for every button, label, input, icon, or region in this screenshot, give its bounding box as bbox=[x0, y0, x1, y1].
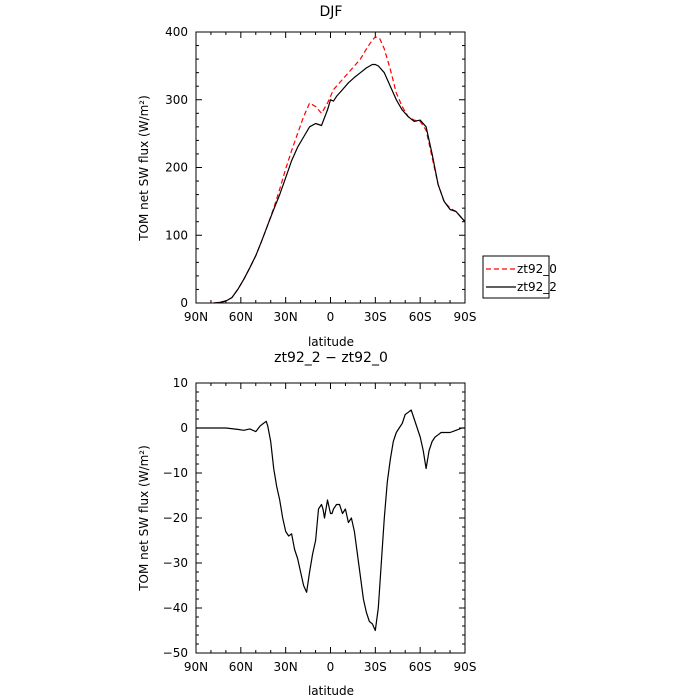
top-y-tick-label: 300 bbox=[165, 93, 188, 107]
top-x-tick-label: 0 bbox=[327, 310, 335, 324]
bottom-x-tick-label: 90N bbox=[184, 660, 208, 674]
bottom-series-lines bbox=[196, 409, 465, 632]
top-y-axis-label: TOM net SW flux (W/m²) bbox=[137, 95, 151, 242]
bottom-y-tick-label: −10 bbox=[163, 466, 188, 480]
top-x-axis-label: latitude bbox=[308, 335, 354, 349]
top-x-tick-label: 90S bbox=[454, 310, 477, 324]
bottom-y-axis-label: TOM net SW flux (W/m²) bbox=[137, 445, 151, 592]
bottom-x-tick-label: 90S bbox=[454, 660, 477, 674]
bottom-x-tick-label: 60S bbox=[409, 660, 432, 674]
djf-panel: DJF 90N 60N 30N 0 30S 60S 90S 0 100 200 300 400 TOM… bbox=[137, 4, 557, 349]
bottom-x-tick-label: 60N bbox=[229, 660, 253, 674]
top-x-tick-label: 30N bbox=[274, 310, 298, 324]
top-x-tick-label: 30S bbox=[364, 310, 387, 324]
top-y-tick-label: 100 bbox=[165, 228, 188, 242]
difference-panel: zt92_2 − zt92_0 90N 60N 30N 0 30S 60S 90S −50 −4… bbox=[137, 350, 476, 698]
bottom-plot-frame bbox=[195, 382, 466, 654]
legend: zt92_0 zt92_2 bbox=[482, 255, 557, 299]
bottom-y-tick-label: 0 bbox=[180, 421, 188, 435]
bottom-y-tick-label: 10 bbox=[173, 376, 188, 390]
top-x-tick-label: 60N bbox=[229, 310, 253, 324]
bottom-y-tick-label: −30 bbox=[163, 556, 188, 570]
bottom-y-tick-label: −20 bbox=[163, 511, 188, 525]
bottom-y-tick-label: −50 bbox=[163, 646, 188, 660]
top-plot-frame bbox=[195, 31, 466, 304]
bottom-chart-title: zt92_2 − zt92_0 bbox=[274, 350, 388, 366]
top-axes: 90N 60N 30N 0 30S 60S 90S 0 100 200 300 400 bbox=[165, 25, 476, 324]
legend-label-zt92-2: zt92_2 bbox=[517, 280, 557, 294]
bottom-x-axis-label: latitude bbox=[308, 684, 354, 698]
bottom-y-tick-label: −40 bbox=[163, 601, 188, 615]
legend-box bbox=[482, 255, 550, 299]
top-y-tick-label: 200 bbox=[165, 161, 188, 175]
top-chart-title: DJF bbox=[320, 4, 343, 20]
top-y-tick-label: 400 bbox=[165, 25, 188, 39]
top-x-tick-label: 90N bbox=[184, 310, 208, 324]
top-x-tick-label: 60S bbox=[409, 310, 432, 324]
bottom-x-tick-label: 30S bbox=[364, 660, 387, 674]
legend-label-zt92-0: zt92_0 bbox=[517, 262, 557, 276]
bottom-axes: 90N 60N 30N 0 30S 60S 90S −50 −40 −30 −20 −10 0 10 bbox=[163, 376, 477, 674]
top-series-lines bbox=[213, 36, 466, 304]
bottom-series-line-0 bbox=[196, 409, 465, 632]
bottom-x-tick-label: 0 bbox=[327, 660, 335, 674]
top-y-tick-label: 0 bbox=[180, 296, 188, 310]
bottom-x-tick-label: 30N bbox=[274, 660, 298, 674]
top-series-line-zt92-2 bbox=[213, 63, 466, 304]
